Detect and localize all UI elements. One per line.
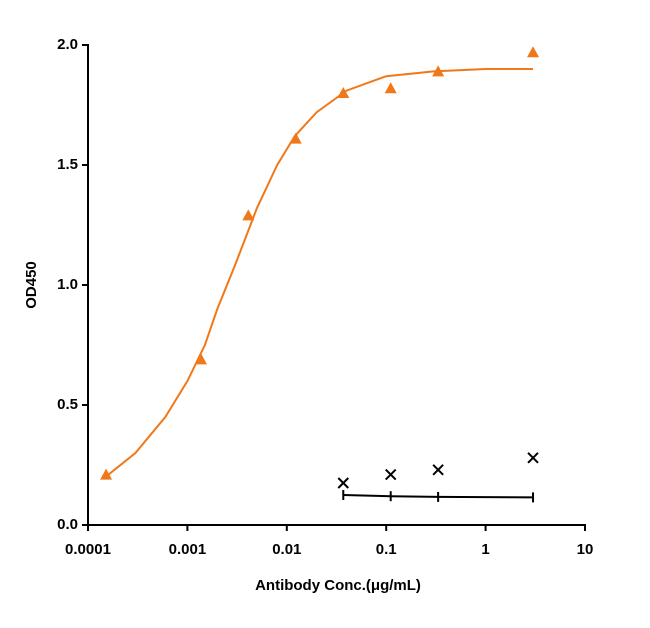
x-tick-label: 0.001 (169, 541, 207, 558)
x-marker (527, 452, 539, 464)
x-tick-label: 0.1 (376, 541, 397, 558)
x-axis-label: Antibody Conc.(μg/mL) (255, 577, 421, 594)
triangle-marker (432, 65, 445, 77)
triangle-marker (527, 46, 540, 58)
triangle-marker (384, 82, 397, 94)
y-tick-label: 2.0 (57, 36, 78, 53)
x-marker (384, 468, 397, 481)
triangle-marker (242, 209, 255, 221)
x-marker (432, 464, 444, 476)
x-tick-label: 0.01 (272, 541, 301, 558)
x-tick-label: 1 (481, 541, 489, 558)
x-tick-label: 0.0001 (65, 541, 111, 558)
x-tick-label: 10 (577, 541, 594, 558)
fit-line (343, 494, 534, 499)
triangle-marker (337, 87, 350, 98)
y-axis-label: OD450 (23, 261, 40, 309)
triangle-marker (194, 353, 207, 365)
y-tick-label: 1.5 (57, 156, 78, 173)
triangle-marker (289, 132, 302, 144)
triangle-marker (100, 468, 113, 480)
x-marker (337, 477, 349, 489)
y-tick-label: 0.0 (57, 516, 78, 533)
y-tick-label: 0.5 (57, 396, 78, 413)
y-tick-label: 1.0 (57, 276, 78, 293)
fit-line (104, 68, 533, 478)
